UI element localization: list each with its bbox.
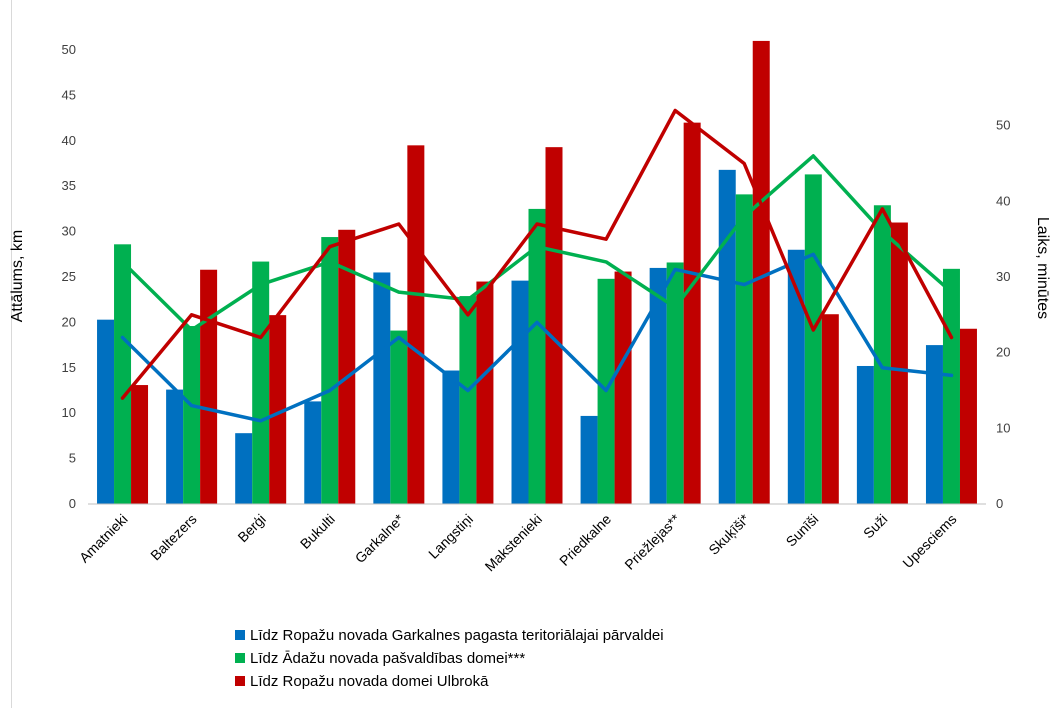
y-axis-title: Attālums, km [9, 230, 26, 322]
series-line [120, 252, 954, 423]
bar [166, 389, 184, 504]
category-label: Amatnieki [76, 511, 131, 566]
bar [683, 122, 701, 504]
y-tick-label: 20 [62, 314, 76, 329]
y-tick-label: 15 [62, 360, 76, 375]
chart-frame [11, 0, 1052, 708]
category-label: Upesciems [899, 511, 959, 571]
bar [580, 415, 598, 504]
y-tick-label: 50 [62, 42, 76, 57]
y2-tick-label: 50 [996, 118, 1010, 133]
y-tick-label: 5 [69, 451, 76, 466]
bar [942, 268, 960, 504]
bar [476, 281, 494, 504]
bar [649, 267, 667, 504]
legend-swatch [235, 630, 245, 640]
category-label: Baltezers [147, 511, 200, 564]
y-tick-label: 0 [69, 496, 76, 511]
bar [97, 319, 115, 504]
category-label: Priežlejas** [621, 510, 683, 572]
legend-label: Līdz Ropažu novada Garkalnes pagasta ter… [250, 627, 664, 644]
bar [787, 249, 805, 504]
y-tick-label: 40 [62, 133, 76, 148]
bar [269, 315, 287, 504]
legend: Līdz Ropažu novada Garkalnes pagasta ter… [235, 627, 664, 690]
y2-tick-label: 0 [996, 496, 1003, 511]
bar [407, 145, 425, 504]
y2-axis-ticks: 0 10 20 30 40 50 [996, 118, 1010, 511]
y-tick-label: 45 [62, 87, 76, 102]
y2-tick-label: 20 [996, 345, 1010, 360]
bar [890, 222, 908, 504]
bar [545, 147, 563, 504]
y-tick-label: 10 [62, 405, 76, 420]
y2-axis-title: Laiks, minūtes [1034, 217, 1051, 319]
legend-label: Līdz Ropažu novada domei Ulbrokā [250, 673, 489, 690]
x-axis-labels: Amatnieki Baltezers Berģi Bukulti Garkalne* L… [76, 510, 960, 574]
category-label: Skuķīši* [705, 510, 752, 557]
category-label: Suži [860, 511, 891, 542]
bar [114, 244, 132, 504]
bar [856, 365, 874, 504]
bar [338, 229, 356, 504]
bar [304, 401, 322, 504]
bar [442, 370, 460, 504]
bar [235, 433, 253, 504]
bar [666, 262, 684, 504]
y2-tick-label: 30 [996, 269, 1010, 284]
y-tick-label: 25 [62, 269, 76, 284]
bar [925, 345, 943, 504]
legend-label: Līdz Ādažu novada pašvaldības domei*** [250, 650, 525, 667]
y-axis-ticks: 0 5 10 15 20 25 30 35 40 45 50 [62, 42, 76, 511]
category-label: Makstenieki [482, 511, 546, 575]
bar [735, 194, 753, 504]
y-tick-label: 30 [62, 224, 76, 239]
bar [390, 330, 408, 504]
bar [321, 237, 339, 504]
bar [752, 40, 770, 505]
y2-tick-label: 10 [996, 420, 1010, 435]
legend-swatch [235, 676, 245, 686]
series-line [120, 154, 954, 332]
bar [183, 326, 201, 504]
bar [614, 271, 632, 504]
bar [821, 314, 839, 504]
bar [373, 272, 391, 504]
bar [528, 208, 546, 504]
category-label: Garkalne* [352, 510, 408, 566]
bar [459, 296, 477, 504]
lines-group [120, 108, 954, 423]
bar [200, 269, 218, 504]
bar [959, 328, 977, 504]
bar [252, 261, 270, 504]
category-label: Sunīši [783, 511, 822, 550]
series-line [120, 108, 954, 400]
bar [873, 205, 891, 504]
category-label: Langstiņi [425, 511, 476, 562]
bar [804, 174, 822, 504]
bar [718, 169, 736, 504]
y-tick-label: 35 [62, 178, 76, 193]
category-label: Bukulti [297, 511, 338, 552]
category-label: Berģi [234, 511, 268, 545]
bar [131, 385, 149, 504]
legend-swatch [235, 653, 245, 663]
bar [511, 280, 529, 504]
y2-tick-label: 40 [996, 193, 1010, 208]
category-label: Priedkalne [556, 511, 614, 569]
